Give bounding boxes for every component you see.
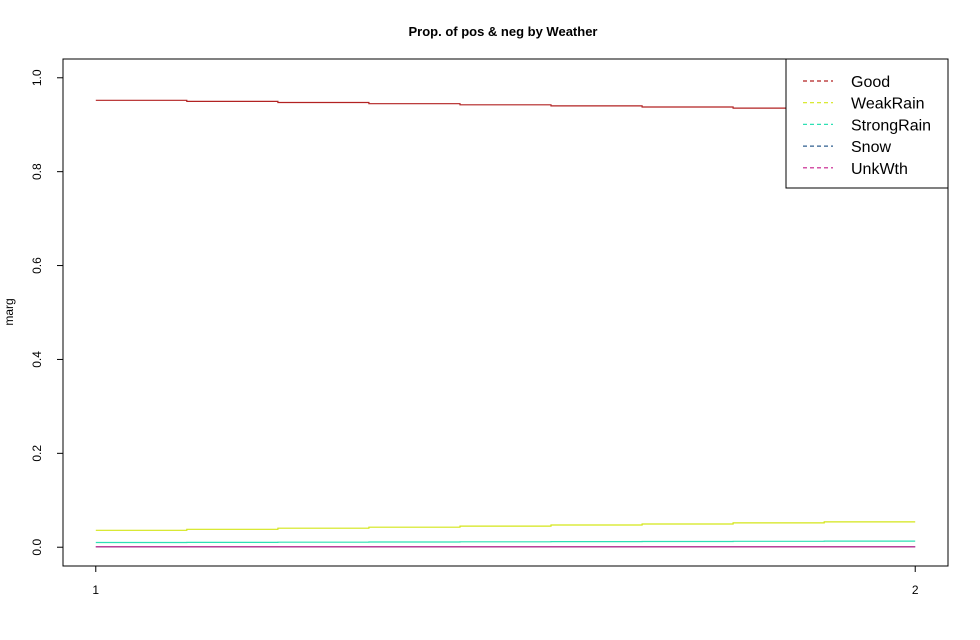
series-line-good <box>95 99 916 110</box>
y-tick-label: 1.0 <box>30 69 44 86</box>
axis-layer: 0.0 0.2 0.4 0.6 0.8 1.0 1 2 <box>30 69 919 597</box>
x-tick-label: 1 <box>92 583 99 597</box>
series-line-weakrain <box>95 521 916 531</box>
legend-label-strongrain: StrongRain <box>851 117 931 134</box>
y-tick-label: 0.2 <box>30 445 44 462</box>
legend-label-unkwth: UnkWth <box>851 161 908 178</box>
legend-label-good: Good <box>851 74 890 91</box>
series-layer <box>95 99 916 548</box>
y-axis-label: marg <box>2 298 16 325</box>
series-line-strongrain <box>95 540 916 544</box>
chart-title: Prop. of pos & neg by Weather <box>408 24 597 39</box>
legend-label-weakrain: WeakRain <box>851 96 925 113</box>
y-tick-label: 0.4 <box>30 351 44 368</box>
legend-label-snow: Snow <box>851 139 891 156</box>
plot-frame <box>62 58 949 567</box>
legend: Good WeakRain StrongRain Snow UnkWth <box>785 58 949 189</box>
y-tick-label: 0.6 <box>30 257 44 274</box>
y-tick-label: 0.8 <box>30 163 44 180</box>
x-tick-label: 2 <box>912 583 919 597</box>
y-tick-label: 0.0 <box>30 539 44 556</box>
